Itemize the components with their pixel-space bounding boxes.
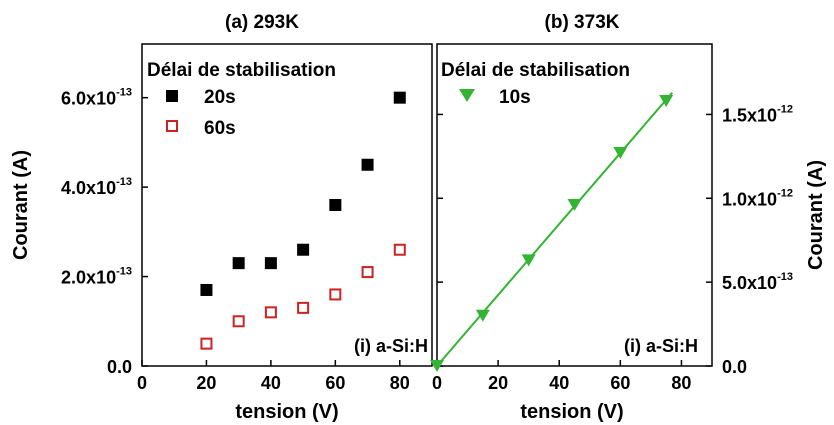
panel-a-point-60s bbox=[264, 306, 277, 319]
panel-b-x-tick-label: 60 bbox=[610, 373, 630, 393]
panel-b-title: (b) 373K bbox=[545, 12, 620, 33]
panel-a-point-60s bbox=[361, 266, 374, 279]
panel-a-point-20s bbox=[297, 243, 310, 256]
panel-a-point-20s bbox=[361, 158, 374, 171]
panel-a-y-tick-label: 4.0x10-13 bbox=[61, 176, 132, 198]
legend-10s-label: 10s bbox=[499, 87, 531, 108]
panel-a-x-tick-label: 40 bbox=[261, 373, 281, 393]
panel-b: (b) 373K 0.05.0x10-131.0x10-121.5x10-12 … bbox=[430, 12, 827, 423]
panel-a-point-60s bbox=[297, 301, 310, 314]
panel-a-y-label: Courant (A) bbox=[10, 150, 32, 260]
panel-b-fit-line-group bbox=[436, 91, 674, 367]
panel-b-legend-title: Délai de stabilisation bbox=[441, 60, 630, 81]
panel-b-point-10s bbox=[430, 360, 444, 372]
panel-a-point-20s bbox=[329, 199, 342, 211]
panel-a-point-20s bbox=[264, 257, 277, 270]
panel-b-annotation: (i) a-Si:H bbox=[624, 336, 698, 356]
panel-a-x-tick-label: 80 bbox=[390, 373, 410, 393]
panel-b-x-ticks: 0 20 40 60 80 bbox=[432, 360, 691, 393]
panel-b-x-tick-label: 40 bbox=[549, 373, 569, 393]
panel-a-frame bbox=[141, 43, 433, 367]
panel-a-x-label: tension (V) bbox=[235, 401, 338, 423]
panel-b-x-tick-label: 0 bbox=[432, 373, 442, 393]
panel-a-x-ticks: 0 20 40 60 80 bbox=[137, 360, 410, 393]
panel-b-point-10s bbox=[659, 95, 674, 108]
panel-b-point-10s bbox=[567, 199, 582, 211]
legend-10s-marker bbox=[459, 89, 475, 102]
panel-b-point-10s bbox=[521, 254, 536, 267]
panel-b-point-10s bbox=[613, 147, 628, 160]
panel-a-y-tick-label: 0.0 bbox=[107, 357, 132, 377]
panel-b-y-ticks: 0.0 5.0x10-13 1.0x10-12 1.5x10-12 bbox=[437, 103, 793, 377]
panel-a-x-tick-label: 60 bbox=[325, 373, 345, 393]
panel-b-y-tick-label: 1.5x10-12 bbox=[722, 103, 793, 125]
panel-a-point-60s bbox=[200, 337, 213, 350]
panel-a-x-tick-label: 20 bbox=[196, 373, 216, 393]
panel-a-y-tick-label: 2.0x10-13 bbox=[61, 266, 132, 288]
panel-b-y-tick-label: 1.0x10-12 bbox=[722, 187, 793, 209]
panel-b-y-tick-label: 0.0 bbox=[722, 357, 747, 377]
panel-a-x-tick-label: 0 bbox=[137, 373, 147, 393]
legend-60s-label: 60s bbox=[204, 118, 236, 139]
legend-20s-marker bbox=[166, 90, 178, 102]
panel-a-point-60s bbox=[329, 288, 342, 301]
panel-a-annotation: (i) a-Si:H bbox=[354, 336, 428, 356]
panel-a-y-tick-label: 6.0x10-13 bbox=[61, 87, 132, 109]
panel-b-point-10s bbox=[475, 309, 490, 322]
panel-b-y-label: Courant (A) bbox=[805, 160, 827, 270]
panel-b-fit-line bbox=[436, 91, 674, 367]
panel-b-frame bbox=[436, 43, 713, 367]
legend-20s-label: 20s bbox=[204, 87, 236, 108]
panel-b-y-tick-label: 5.0x10-13 bbox=[722, 271, 793, 293]
panel-a-legend-title: Délai de stabilisation bbox=[147, 60, 336, 81]
panel-a-point-60s bbox=[232, 315, 245, 328]
panel-a: (a) 293K 0.02.0x10-134.0x10-136.0x10-13 … bbox=[10, 12, 433, 423]
legend-60s-marker bbox=[166, 120, 178, 132]
panel-b-x-label: tension (V) bbox=[520, 401, 623, 423]
panel-a-y-ticks: 0.0 2.0x10-13 4.0x10-13 6.0x10-13 bbox=[61, 87, 148, 377]
panel-a-point-20s bbox=[232, 257, 245, 270]
panel-a-point-20s bbox=[200, 283, 213, 296]
panel-b-x-tick-label: 80 bbox=[671, 373, 691, 393]
panel-b-x-tick-label: 20 bbox=[488, 373, 508, 393]
panel-a-title: (a) 293K bbox=[225, 12, 299, 33]
panel-a-points bbox=[200, 91, 406, 350]
panel-b-points bbox=[430, 95, 674, 372]
panel-a-point-60s bbox=[393, 243, 406, 256]
panel-a-point-20s bbox=[393, 91, 406, 104]
